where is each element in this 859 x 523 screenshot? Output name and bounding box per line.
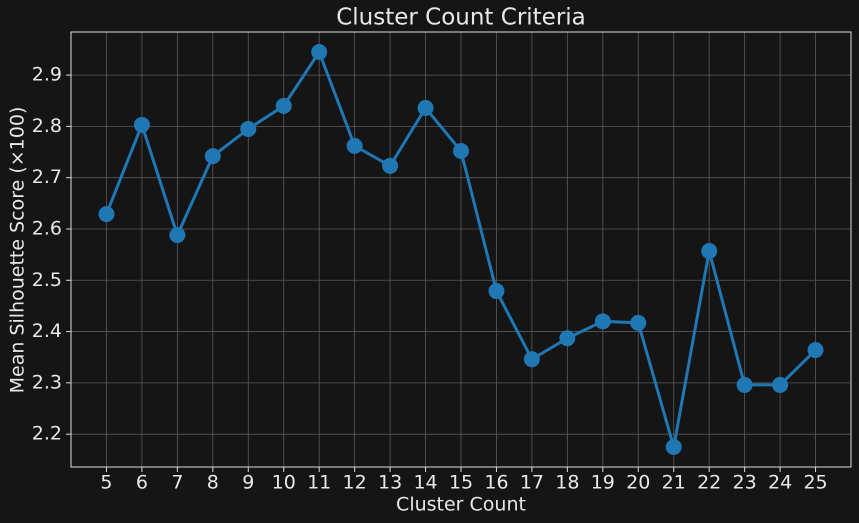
point <box>594 313 611 330</box>
point <box>311 44 328 61</box>
y-tick-label: 2.5 <box>32 269 62 291</box>
point <box>417 99 434 116</box>
y-axis-label: Mean Silhouette Score (×100) <box>7 107 29 394</box>
x-tick-label: 8 <box>207 472 219 494</box>
x-tick-label: 11 <box>307 472 331 494</box>
x-tick-label: 19 <box>591 472 615 494</box>
x-tick-label: 16 <box>484 472 508 494</box>
x-tick-label: 18 <box>555 472 579 494</box>
x-tick-label: 6 <box>136 472 148 494</box>
x-tick-label: 5 <box>100 472 112 494</box>
x-tick-label: 20 <box>626 472 650 494</box>
point <box>701 243 718 260</box>
x-tick-label: 23 <box>733 472 757 494</box>
x-tick-label: 17 <box>520 472 544 494</box>
x-tick-label: 9 <box>242 472 254 494</box>
x-tick-label: 10 <box>272 472 296 494</box>
point <box>346 137 363 154</box>
point <box>559 330 576 347</box>
point <box>523 351 540 368</box>
point <box>275 97 292 114</box>
y-tick-label: 2.8 <box>32 115 62 137</box>
x-tick-label: 15 <box>449 472 473 494</box>
point <box>630 314 647 331</box>
x-tick-label: 13 <box>378 472 402 494</box>
point <box>133 116 150 133</box>
point <box>169 227 186 244</box>
point <box>98 206 115 223</box>
plot-frame <box>70 31 852 468</box>
point <box>453 143 469 160</box>
x-tick-label: 14 <box>413 472 437 494</box>
point <box>240 120 257 137</box>
x-tick-label: 25 <box>803 472 827 494</box>
x-axis-label: Cluster Count <box>396 494 526 516</box>
point <box>807 342 824 359</box>
x-tick-label: 12 <box>343 472 367 494</box>
x-tick-label: 21 <box>662 472 686 494</box>
x-tick-label: 24 <box>768 472 792 494</box>
y-tick-label: 2.2 <box>32 423 62 445</box>
x-tick-label: 7 <box>171 472 183 494</box>
y-tick-label: 2.4 <box>32 320 62 342</box>
chart-title: Cluster Count Criteria <box>336 5 586 31</box>
point <box>204 148 221 165</box>
point <box>736 376 753 393</box>
x-tick-label: 22 <box>697 472 721 494</box>
point <box>772 376 789 393</box>
point <box>665 438 682 455</box>
y-tick-label: 2.6 <box>32 217 62 239</box>
y-tick-label: 2.9 <box>32 64 62 86</box>
point <box>382 157 399 174</box>
y-tick-label: 2.3 <box>32 371 62 393</box>
point <box>488 283 505 300</box>
y-tick-label: 2.7 <box>32 166 62 188</box>
